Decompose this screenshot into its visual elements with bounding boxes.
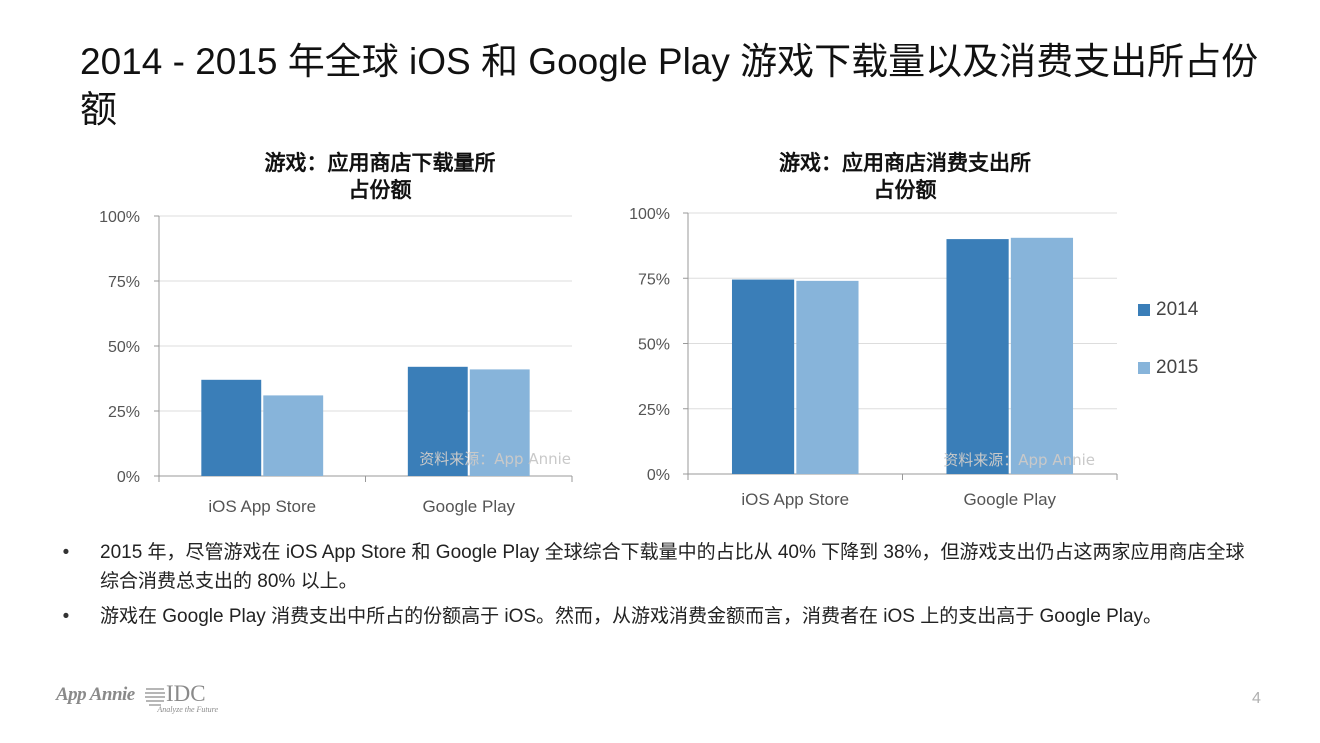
- bullet-text: 2015 年，尽管游戏在 iOS App Store 和 Google Play…: [100, 542, 1245, 592]
- x-category-label: Google Play: [963, 490, 1056, 509]
- slide-title: 2014 - 2015 年全球 iOS 和 Google Play 游戏下载量以…: [80, 41, 1259, 130]
- bullet-item: • 游戏在 Google Play 消费支出中所占的份额高于 iOS。然而，从游戏…: [56, 602, 1256, 631]
- y-tick-label: 50%: [108, 339, 140, 356]
- bar-2015-google-play: [469, 369, 530, 476]
- legend-swatch-2014: [1138, 304, 1150, 316]
- y-tick-label: 0%: [117, 469, 140, 486]
- page-number: 4: [1252, 690, 1261, 707]
- chart-2-title: 游戏：应用商店消费支出所 占份额: [740, 150, 1070, 204]
- chart-1-title-line-2: 占份额: [348, 179, 412, 202]
- x-category-label: Google Play: [422, 497, 515, 516]
- bar-2014-google-play: [946, 239, 1009, 474]
- chart-2-title-line-2: 占份额: [873, 179, 937, 202]
- bullet-dot-icon: •: [62, 606, 70, 627]
- y-tick-label: 75%: [108, 274, 140, 291]
- bullet-list: • 2015 年，尽管游戏在 iOS App Store 和 Google Pla…: [56, 538, 1256, 637]
- source-note: 资料来源：App Annie: [419, 450, 571, 468]
- bar-2014-ios: [731, 279, 795, 474]
- app-annie-logo: App Annie: [56, 684, 135, 705]
- idc-wordmark: IDC: [166, 681, 206, 706]
- legend-label-2015: 2015: [1156, 357, 1199, 378]
- legend: 2014 2015: [1138, 296, 1198, 412]
- bullet-text: 游戏在 Google Play 消费支出中所占的份额高于 iOS。然而，从游戏消…: [100, 606, 1163, 627]
- idc-tagline: Analyze the Future: [157, 705, 218, 714]
- legend-swatch-2015: [1138, 362, 1150, 374]
- y-tick-label: 100%: [99, 209, 140, 226]
- bar-2014-ios: [201, 379, 262, 476]
- legend-item-2015: 2015: [1138, 354, 1198, 382]
- bar-2015-ios: [796, 280, 859, 474]
- y-tick-label: 50%: [638, 337, 670, 354]
- x-category-label: iOS App Store: [208, 497, 316, 516]
- legend-item-2014: 2014: [1138, 296, 1198, 324]
- y-tick-label: 25%: [108, 404, 140, 421]
- y-tick-label: 0%: [647, 467, 670, 484]
- chart-2-title-line-1: 游戏：应用商店消费支出所: [779, 152, 1031, 175]
- y-tick-label: 75%: [638, 271, 670, 288]
- bullet-dot-icon: •: [62, 542, 70, 563]
- y-tick-label: 25%: [638, 402, 670, 419]
- chart-1-title-line-1: 游戏：应用商店下载量所: [264, 152, 496, 175]
- bar-2015-ios: [263, 395, 324, 476]
- x-category-label: iOS App Store: [741, 490, 849, 509]
- legend-label-2014: 2014: [1156, 299, 1199, 320]
- y-tick-label: 100%: [629, 206, 670, 223]
- bullet-item: • 2015 年，尽管游戏在 iOS App Store 和 Google Pla…: [56, 538, 1256, 596]
- bar-2015-google-play: [1010, 237, 1074, 474]
- idc-globe-icon: [145, 688, 165, 706]
- idc-logo: IDC Analyze the Future: [142, 681, 218, 715]
- chart-1-title: 游戏：应用商店下载量所 占份额: [230, 150, 530, 204]
- source-note: 资料来源：App Annie: [943, 451, 1095, 469]
- bar-2014-google-play: [407, 366, 468, 476]
